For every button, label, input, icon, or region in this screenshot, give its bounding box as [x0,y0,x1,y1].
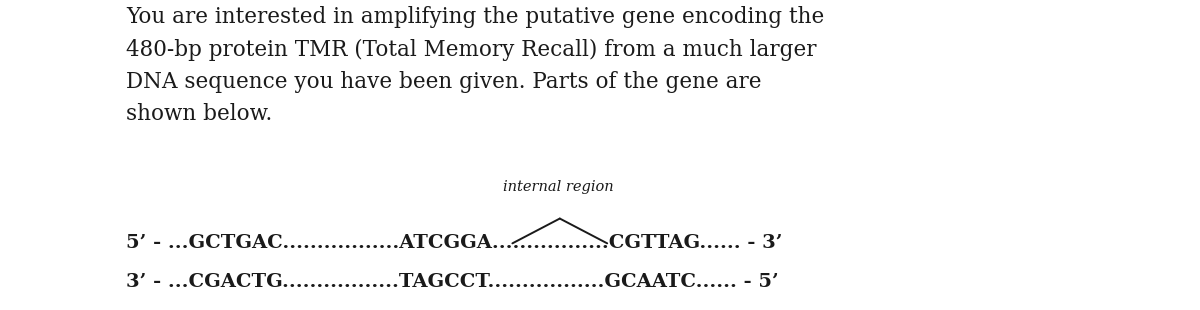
Text: 5’ - ...GCTGAC.................ATCGGA.................CGTTAG...... - 3’: 5’ - ...GCTGAC.................ATCGGA...… [126,234,782,252]
Text: 3’ - ...CGACTG.................TAGCCT.................GCAATC...... - 5’: 3’ - ...CGACTG.................TAGCCT...… [126,273,779,291]
Text: internal region: internal region [503,180,613,194]
Text: You are interested in amplifying the putative gene encoding the
480-bp protein T: You are interested in amplifying the put… [126,6,824,125]
